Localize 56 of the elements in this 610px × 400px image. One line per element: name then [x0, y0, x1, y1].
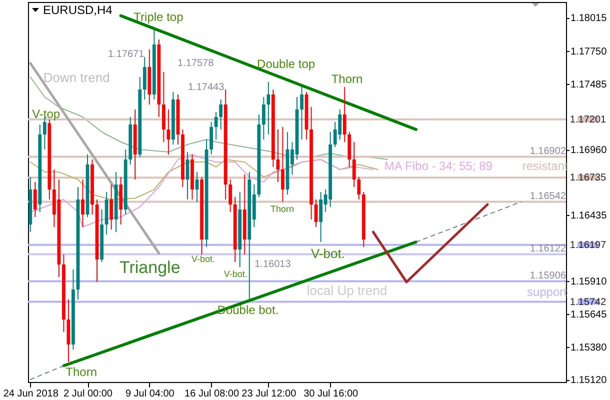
annotation: 1.17671 — [108, 49, 145, 60]
annotation: V-top — [32, 107, 60, 121]
y-tick-label: 1.16435 — [570, 210, 608, 222]
annotation: Thorn — [270, 204, 294, 214]
ref-line-label: 1.16735 — [570, 172, 607, 184]
x-tick-label: 23 Jul 12:00 — [242, 388, 297, 400]
annotation: Down trend — [43, 70, 110, 85]
y-tick-label: 1.17750 — [570, 46, 608, 58]
candlestick — [81, 179, 84, 228]
annotation: 1.16013 — [254, 259, 292, 270]
y-tick-label: 1.17485 — [570, 79, 608, 90]
annotation: Thorn — [66, 365, 98, 379]
annotation: V-bot. — [310, 246, 345, 261]
y-tick-label: 1.15910 — [570, 276, 608, 288]
candlestick — [352, 142, 356, 188]
candlestick — [342, 86, 346, 142]
x-tick-label: 16 Jul 08:00 — [184, 388, 240, 400]
ref-line-label: 1.16542 — [530, 190, 566, 202]
annotation: 1.17578 — [178, 58, 214, 69]
candlestick — [266, 82, 270, 135]
candlestick — [214, 112, 218, 140]
candlestick — [219, 99, 223, 130]
y-tick-label: 1.15120 — [570, 375, 608, 386]
y-tick-label: 1.15380 — [570, 342, 608, 354]
x-tick-label: 9 Jul 04:00 — [125, 388, 175, 400]
x-tick-label: 2 Jul 00:00 — [64, 388, 113, 400]
candlestick — [262, 96, 266, 140]
x-tick-label: 24 Jun 2018 — [3, 388, 59, 400]
ref-line-label: 1.16122 — [530, 243, 566, 254]
y-tick-label: 1.15645 — [570, 309, 608, 320]
candlestick — [110, 184, 114, 230]
ref-line-label: 1.17201 — [570, 114, 607, 126]
candlestick — [142, 56, 146, 100]
candlestick — [33, 182, 37, 218]
candlestick — [210, 122, 213, 155]
chart-title: EURUSD,H4 — [43, 3, 113, 17]
ref-line-label: 1.15742 — [570, 296, 607, 308]
annotation: Double top — [257, 57, 316, 71]
y-tick-label: 1.16960 — [570, 145, 608, 156]
ref-line-label: 1.16197 — [570, 240, 607, 251]
y-tick-label: 1.18015 — [570, 13, 608, 24]
annotation: V-bot. — [191, 254, 215, 264]
ref-line-label: 1.15906 — [530, 270, 566, 282]
annotation: MA Fibo - 34; 55; 89 — [384, 159, 493, 173]
annotation: 1.17443 — [188, 82, 225, 93]
annotation: V-bot. — [224, 269, 248, 279]
line-series — [30, 154, 374, 228]
candlestick — [281, 126, 284, 202]
annotation: Triangle — [119, 258, 180, 277]
ref-line-label: 1.16902 — [530, 146, 566, 157]
candlestick — [300, 86, 304, 140]
annotation: Triple top — [134, 10, 184, 24]
x-tick-label: 30 Jul 16:00 — [304, 388, 359, 400]
candlestick — [357, 176, 361, 200]
annotation: Thorn — [331, 72, 363, 86]
candlestick — [228, 179, 232, 212]
